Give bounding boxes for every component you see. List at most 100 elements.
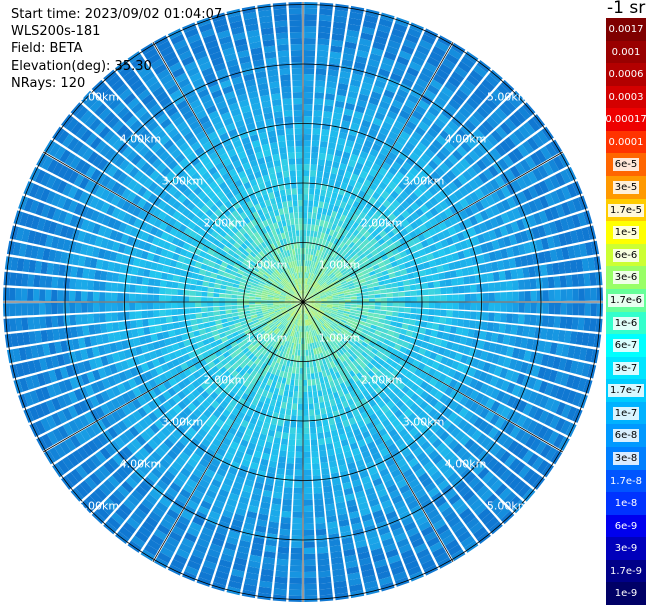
radar-bin — [207, 260, 216, 268]
radar-bin — [252, 319, 260, 324]
radar-bin — [266, 205, 273, 213]
radar-bin — [320, 306, 327, 310]
radar-bin — [320, 325, 326, 331]
radar-bin — [205, 39, 219, 50]
radar-bin — [467, 367, 477, 377]
radar-bin — [294, 248, 298, 255]
radar-bin — [363, 381, 371, 390]
radar-bin — [449, 400, 459, 411]
radar-bin — [447, 516, 461, 528]
radar-bin — [182, 198, 192, 208]
radar-bin — [318, 20, 332, 28]
radar-bin — [283, 270, 288, 277]
radar-bin — [298, 218, 303, 225]
radar-bin — [275, 474, 285, 481]
radar-bin — [351, 334, 359, 341]
radar-bin — [245, 167, 253, 176]
radar-bin — [304, 290, 307, 297]
radar-bin — [152, 506, 165, 518]
radar-bin — [295, 343, 299, 350]
radar-bin — [293, 98, 303, 105]
radar-bin — [300, 355, 303, 362]
radar-bin — [152, 196, 162, 207]
radar-bin — [308, 403, 314, 410]
radar-bin — [327, 448, 335, 456]
radar-bin — [238, 285, 245, 290]
radar-bin — [283, 327, 288, 334]
radar-bin — [400, 44, 415, 55]
radar-bin — [262, 174, 270, 182]
radar-bin — [280, 444, 288, 452]
radar-bin — [220, 400, 229, 409]
radar-bin — [274, 279, 280, 285]
radar-bin — [36, 344, 45, 358]
radar-bin — [281, 291, 287, 295]
radar-bin — [316, 262, 320, 270]
radar-bin — [186, 211, 196, 221]
radar-bin — [271, 326, 278, 332]
radar-bin — [129, 284, 136, 293]
radar-bin — [306, 361, 310, 368]
radar-bin — [285, 328, 290, 334]
radar-bin — [237, 288, 245, 293]
radar-bin — [276, 129, 285, 136]
radar-bin — [353, 61, 366, 70]
radar-bin — [188, 230, 198, 239]
radar-bin — [142, 201, 152, 212]
radar-bin — [316, 384, 322, 391]
radar-bin — [202, 364, 211, 373]
radar-bin — [269, 287, 276, 292]
radar-bin — [301, 290, 303, 297]
radar-bin — [258, 182, 266, 190]
radar-bin — [29, 199, 40, 214]
radar-bin — [196, 576, 211, 587]
radar-bin — [463, 319, 470, 328]
radar-bin — [267, 337, 273, 344]
radar-bin — [266, 378, 273, 386]
radar-bin — [67, 137, 80, 151]
radar-bin — [166, 508, 180, 520]
radar-bin — [311, 457, 320, 464]
radar-bin — [312, 134, 320, 141]
radar-bin — [150, 142, 162, 153]
radar-bin — [353, 142, 363, 151]
radar-bin — [315, 74, 326, 82]
radar-bin — [274, 234, 280, 242]
radar-bin — [220, 41, 234, 51]
radar-bin — [485, 352, 494, 363]
radar-bin — [287, 308, 294, 313]
radar-bin — [326, 443, 334, 451]
radar-bin — [291, 300, 297, 302]
radar-bin — [246, 229, 254, 237]
radar-bin — [315, 269, 320, 276]
radar-bin — [290, 421, 297, 428]
radar-bin — [364, 435, 374, 445]
radar-bin — [171, 445, 182, 456]
radar-bin — [177, 390, 187, 400]
radar-bin — [204, 240, 213, 248]
radar-bin — [118, 526, 133, 540]
radar-bin — [445, 341, 454, 350]
radar-bin — [289, 565, 302, 572]
radar-bin — [277, 177, 284, 185]
radar-bin — [174, 349, 183, 358]
radar-bin — [320, 345, 325, 353]
radar-bin — [404, 72, 417, 83]
radar-bin — [304, 14, 317, 21]
radar-bin — [75, 302, 82, 313]
radar-bin — [242, 484, 253, 493]
radar-bin — [196, 200, 205, 210]
radar-bin — [381, 95, 393, 105]
radar-bin — [196, 210, 205, 219]
radar-bin — [273, 159, 281, 167]
radar-bin — [228, 492, 240, 502]
radar-bin — [349, 346, 357, 353]
radar-bin — [552, 356, 561, 370]
radar-bin — [294, 293, 299, 298]
radar-bin — [308, 303, 315, 306]
radar-bin — [22, 331, 31, 345]
radar-bin — [275, 123, 285, 130]
radar-bin — [166, 273, 174, 281]
radar-bin — [319, 309, 325, 313]
radar-bin — [165, 316, 173, 323]
